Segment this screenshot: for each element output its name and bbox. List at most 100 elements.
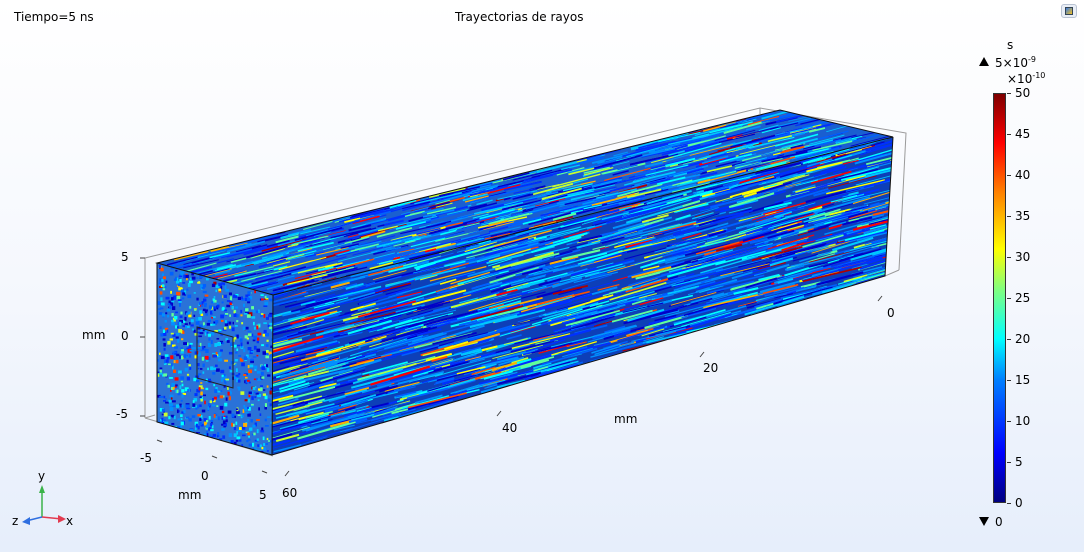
ray-speckle: [170, 396, 173, 400]
ray-speckle: [260, 429, 265, 433]
ray-segment: [784, 262, 806, 271]
ray-speckle: [169, 271, 174, 276]
ray-speckle: [244, 335, 248, 339]
ray-speckle: [260, 294, 264, 296]
ray-segment: [855, 171, 893, 186]
ray-segment: [418, 242, 452, 254]
ray-speckle: [256, 370, 261, 374]
ray-segment: [847, 210, 869, 219]
ray-segment: [357, 401, 411, 415]
ray-segment: [258, 258, 287, 268]
ray-segment: [837, 141, 885, 156]
ray-segment: [631, 266, 672, 279]
ray-segment: [625, 194, 684, 211]
ray-segment: [261, 238, 307, 252]
ray-segment: [851, 263, 869, 270]
ray-segment: [808, 127, 826, 133]
ray-speckle: [260, 313, 264, 315]
ray-segment: [582, 199, 627, 211]
ray-speckle: [195, 426, 197, 431]
ray-speckle: [230, 392, 232, 395]
ray-speckle: [185, 344, 189, 347]
ray-segment: [359, 291, 383, 301]
ray-speckle: [157, 373, 160, 377]
ray-speckle: [218, 358, 222, 362]
ray-segment: [422, 209, 455, 218]
ray-segment: [648, 244, 698, 259]
ray-speckle: [211, 404, 216, 407]
ray-speckle: [171, 319, 174, 322]
ray-speckle: [172, 306, 176, 310]
ray-segment: [696, 301, 736, 313]
ray-speckle: [184, 367, 189, 372]
ray-segment: [544, 305, 585, 317]
ray-speckle: [163, 400, 167, 402]
ray-segment: [553, 323, 597, 336]
ray-speckle: [189, 429, 194, 433]
ray-speckle: [258, 324, 261, 328]
ray-speckle: [199, 276, 204, 279]
ray-segment: [562, 315, 615, 334]
ray-segment: [710, 213, 744, 226]
ray-speckle: [221, 301, 224, 304]
ray-segment: [320, 312, 354, 324]
ray-segment: [436, 368, 481, 382]
ray-speckle: [217, 390, 221, 393]
ray-speckle: [247, 330, 252, 333]
ray-speckle: [229, 302, 232, 305]
ray-speckle: [186, 325, 190, 328]
ray-speckle: [262, 333, 266, 337]
ray-speckle: [235, 439, 239, 442]
ray-segment: [336, 372, 362, 382]
ray-speckle: [205, 360, 209, 362]
ray-segment: [763, 202, 806, 216]
ray-segment: [272, 439, 291, 448]
ray-speckle: [169, 377, 173, 379]
colorbar-min-label: 0: [995, 515, 1003, 529]
ray-speckle: [253, 391, 257, 394]
ray-segment: [777, 278, 794, 284]
ray-segment: [559, 282, 613, 298]
ray-segment: [556, 167, 585, 176]
ray-segment: [613, 151, 628, 157]
ray-speckle: [250, 360, 254, 363]
ray-segment: [373, 214, 415, 227]
ray-segment: [686, 167, 704, 175]
ray-segment: [435, 377, 455, 384]
ray-segment: [483, 312, 520, 324]
colorbar-scale-label: ×10-10: [1007, 71, 1046, 86]
graphics-window-icon[interactable]: [1061, 4, 1077, 18]
length-tick-60: 60: [282, 486, 298, 500]
ray-segment: [494, 309, 546, 324]
ray-segment: [330, 281, 350, 289]
ray-segment: [272, 326, 290, 333]
ray-speckle: [183, 342, 188, 345]
ray-segment: [517, 191, 559, 203]
ray-segment: [553, 250, 573, 257]
ray-segment: [352, 238, 370, 244]
ray-speckle: [251, 306, 254, 310]
ray-segment: [711, 182, 762, 198]
ray-segment: [283, 248, 317, 258]
ray-segment: [536, 293, 593, 310]
ray-segment: [407, 392, 467, 409]
ray-segment: [396, 291, 423, 299]
ray-segment: [498, 227, 544, 242]
ray-segment: [792, 265, 832, 278]
ray-speckle: [228, 396, 231, 401]
ray-segment: [361, 383, 392, 394]
ray-segment: [757, 155, 778, 163]
ray-segment: [328, 395, 346, 403]
ray-segment: [404, 210, 425, 218]
ray-segment: [542, 302, 599, 320]
ray-speckle: [271, 328, 273, 332]
ray-speckle: [177, 392, 181, 396]
ray-speckle: [197, 331, 200, 334]
ray-segment: [604, 234, 643, 247]
ray-segment: [868, 218, 890, 226]
ray-speckle: [223, 373, 226, 377]
ray-speckle: [189, 280, 193, 284]
ray-speckle: [174, 295, 178, 299]
ray-segment: [470, 305, 524, 321]
